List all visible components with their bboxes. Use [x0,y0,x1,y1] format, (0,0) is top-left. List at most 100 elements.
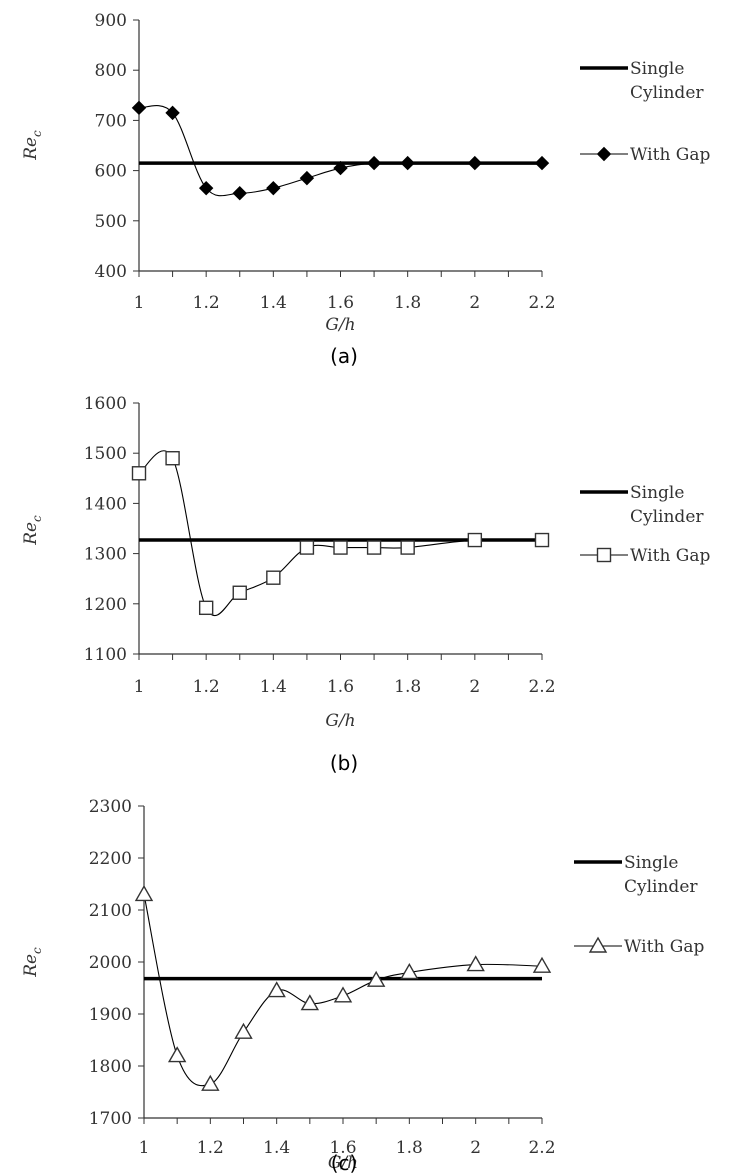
data-point-diamond [131,100,147,116]
x-axis-title: G/h [328,1153,358,1173]
data-point-diamond [266,180,281,196]
data-point-triangle [134,884,154,902]
data-point-triangle [333,986,353,1003]
x-tick-label: 1.4 [260,677,287,697]
y-tick-label: 700 [95,111,127,131]
data-point-triangle [300,994,320,1011]
y-axis-title-subscript: c [30,515,44,522]
legend-label-single-cylinder: Cylinder [624,877,698,897]
legend: Single Cylinder With Gap [580,59,711,165]
x-tick-label: 1.8 [394,293,421,313]
x-tick-label: 1.4 [263,1138,290,1158]
data-point-square [333,540,348,555]
data-point-square [467,532,483,548]
data-point-square [198,600,214,616]
data-point-triangle [588,936,608,953]
data-point-diamond [198,180,214,196]
data-point-square [299,540,315,555]
x-tick-label: 1 [134,677,145,697]
data-point-triangle [466,955,485,972]
x-tick-label: 1.2 [197,1138,224,1158]
data-point-diamond [232,185,247,201]
x-tick-label: 1.8 [394,677,421,697]
x-tick-label: 1.4 [260,293,287,313]
x-axis-title: G/h [325,711,355,731]
panel-caption: (c) [331,1151,358,1173]
y-axis-title: Rec [21,947,44,978]
y-tick-label: 1700 [89,1109,132,1129]
y-tick-label: 1500 [84,444,127,464]
y-tick-label: 800 [95,61,127,81]
x-axis-title: G/h [325,315,355,335]
y-axis-title-base: Re [21,522,41,546]
legend-label-with-gap: With Gap [624,937,705,957]
x-tick-label: 2 [470,1138,481,1158]
x-tick-label: 1 [134,293,145,313]
y-tick-label: 400 [95,262,127,282]
y-axis-title-base: Re [21,137,41,161]
data-point-diamond [534,155,550,171]
panel-caption: (a) [330,344,358,368]
panel-caption: (b) [330,751,358,775]
x-tick-label: 1.8 [396,1138,423,1158]
chart-panel-0: 400 500 600 700 800 900 1 1.2 1.4 1.6 1.8 2 2.2 G/h Re… [21,11,711,368]
legend: Single Cylinder With Gap [580,483,711,566]
legend-label-with-gap: With Gap [630,145,711,165]
data-point-triangle [267,981,286,998]
x-tick-label: 1.6 [329,1138,356,1158]
x-tick-label: 2.2 [528,1138,555,1158]
legend-label-single-cylinder: Cylinder [630,83,704,103]
data-point-square [534,532,550,548]
y-tick-label: 2200 [89,849,132,869]
y-axis-title-subscript: c [30,130,44,137]
data-point-diamond [366,155,382,171]
x-tick-label: 2.2 [528,677,555,697]
y-tick-label: 1100 [84,645,127,665]
data-point-diamond [333,160,348,176]
data-point-triangle [167,1046,187,1063]
data-point-diamond [400,155,415,171]
data-point-diamond [165,105,180,121]
y-tick-label: 2100 [89,901,132,921]
x-tick-label: 1.6 [327,293,354,313]
data-point-diamond [467,155,483,171]
x-tick-label: 1.2 [193,677,220,697]
y-tick-label: 2000 [89,953,132,973]
y-tick-label: 900 [95,11,127,31]
legend: Single Cylinder With Gap [574,853,705,957]
data-point-square [266,570,281,585]
data-point-square [131,466,147,481]
data-point-square [165,451,180,466]
data-point-square [366,540,382,555]
y-tick-label: 1200 [84,595,127,615]
data-point-triangle [201,1074,220,1091]
y-tick-label: 600 [95,162,127,182]
data-point-triangle [532,956,552,973]
legend-label-single-cylinder: Single [630,59,684,79]
data-point-triangle [366,970,386,987]
y-axis-title: Rec [21,515,44,546]
y-tick-label: 1900 [89,1005,132,1025]
legend-label-with-gap: With Gap [630,546,711,566]
y-tick-label: 500 [95,212,127,232]
chart-panel-2: 1700 1800 1900 2000 2100 2200 2300 1 1.2 1.4 1.6 1.… [21,797,705,1173]
chart-panel-1: 1100 1200 1300 1400 1500 1600 1 1.2 1.4 1.6 1.8 2 2.… [21,394,711,775]
y-axis-title-subscript: c [30,947,44,954]
data-point-diamond [596,146,612,162]
y-axis-title-base: Re [21,954,41,978]
y-tick-label: 1300 [84,545,127,565]
series-line-with-gap [138,105,542,197]
y-tick-label: 1800 [89,1057,132,1077]
data-point-square [400,540,415,555]
legend-label-single-cylinder: Single [624,853,678,873]
x-tick-label: 2 [469,677,480,697]
data-point-triangle [234,1022,253,1039]
x-tick-label: 1.2 [193,293,220,313]
y-tick-label: 1400 [84,494,127,514]
data-point-triangle [400,962,419,980]
legend-label-single-cylinder: Single [630,483,684,503]
x-tick-label: 1.6 [327,677,354,697]
data-point-square [232,585,247,600]
data-point-square [596,547,612,563]
